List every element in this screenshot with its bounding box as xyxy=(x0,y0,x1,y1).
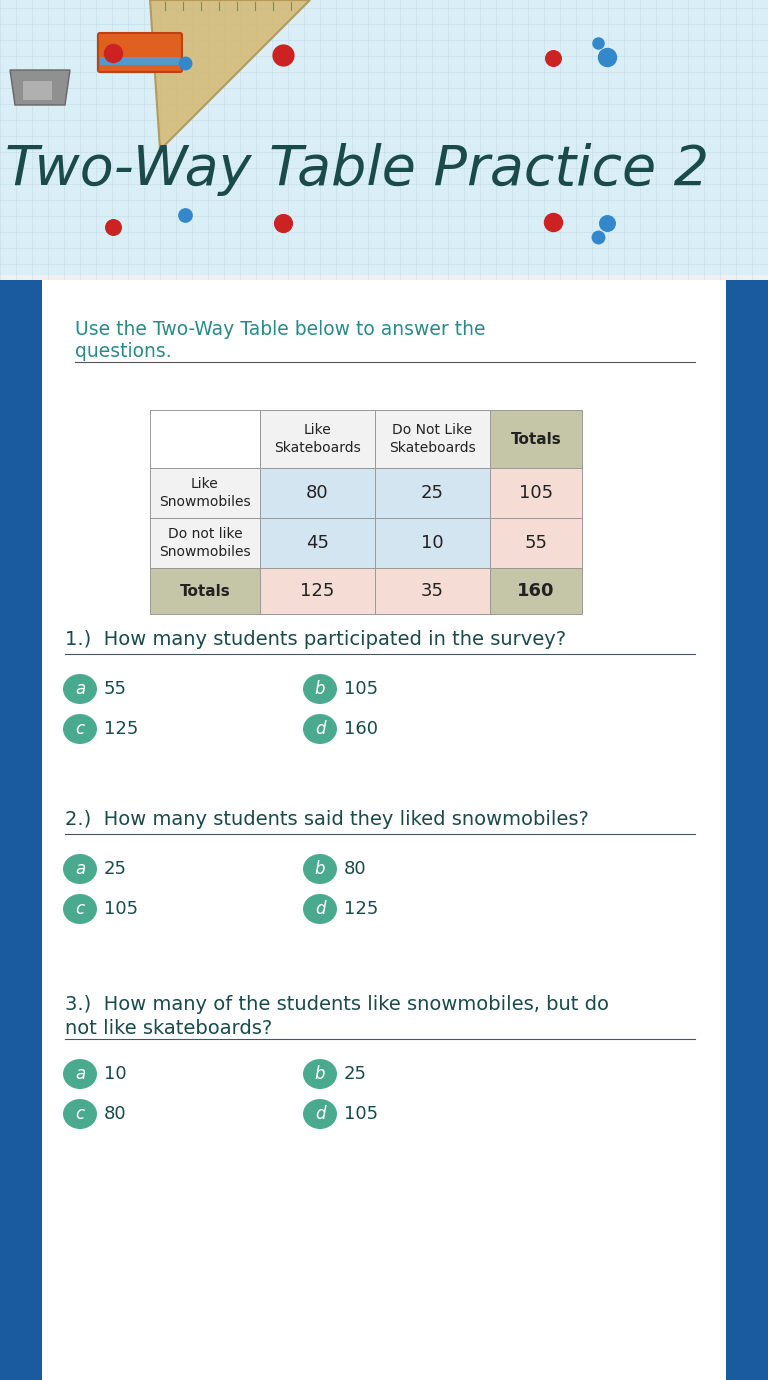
Bar xyxy=(22,80,52,99)
Text: 105: 105 xyxy=(344,1105,378,1123)
Bar xyxy=(260,518,375,569)
Text: Do Not Like
Skateboards: Do Not Like Skateboards xyxy=(389,424,476,454)
Text: a: a xyxy=(74,680,85,698)
Text: c: c xyxy=(75,720,84,738)
Ellipse shape xyxy=(63,1098,97,1129)
Bar xyxy=(490,569,582,614)
Text: 10: 10 xyxy=(104,1065,127,1083)
Bar xyxy=(726,280,768,1380)
Text: 105: 105 xyxy=(519,484,553,502)
Text: 25: 25 xyxy=(421,484,444,502)
Text: b: b xyxy=(315,680,326,698)
Text: 105: 105 xyxy=(344,680,378,698)
Text: 2.)  How many students said they liked snowmobiles?: 2.) How many students said they liked sn… xyxy=(65,810,589,829)
Ellipse shape xyxy=(63,894,97,925)
Text: 3.)  How many of the students like snowmobiles, but do
not like skateboards?: 3.) How many of the students like snowmo… xyxy=(65,995,609,1038)
Bar xyxy=(42,280,726,1380)
Text: b: b xyxy=(315,1065,326,1083)
Text: 80: 80 xyxy=(306,484,329,502)
Text: 35: 35 xyxy=(421,582,444,600)
Bar xyxy=(0,275,768,326)
Bar xyxy=(375,569,490,614)
Text: 25: 25 xyxy=(104,860,127,878)
Ellipse shape xyxy=(303,713,337,744)
Text: Totals: Totals xyxy=(180,584,230,599)
Text: 125: 125 xyxy=(104,720,138,738)
Bar xyxy=(375,468,490,518)
Text: Do not like
Snowmobiles: Do not like Snowmobiles xyxy=(159,527,251,559)
Polygon shape xyxy=(150,0,310,150)
Text: 160: 160 xyxy=(344,720,378,738)
Ellipse shape xyxy=(303,894,337,925)
Ellipse shape xyxy=(63,673,97,704)
Text: Two-Way Table Practice 2: Two-Way Table Practice 2 xyxy=(5,144,709,196)
Text: b: b xyxy=(315,860,326,878)
Text: Like
Snowmobiles: Like Snowmobiles xyxy=(159,477,251,509)
Bar xyxy=(490,518,582,569)
Polygon shape xyxy=(10,70,70,105)
Text: 55: 55 xyxy=(104,680,127,698)
Ellipse shape xyxy=(63,1058,97,1089)
Text: 80: 80 xyxy=(344,860,366,878)
Text: 125: 125 xyxy=(344,900,379,918)
Text: 25: 25 xyxy=(344,1065,367,1083)
Text: Use the Two-Way Table below to answer the: Use the Two-Way Table below to answer th… xyxy=(75,320,485,339)
Text: c: c xyxy=(75,1105,84,1123)
Ellipse shape xyxy=(303,673,337,704)
Text: 55: 55 xyxy=(525,534,548,552)
Bar xyxy=(150,569,260,614)
Ellipse shape xyxy=(303,854,337,885)
Text: 125: 125 xyxy=(300,582,335,600)
Text: d: d xyxy=(315,1105,326,1123)
Text: 1.)  How many students participated in the survey?: 1.) How many students participated in th… xyxy=(65,631,566,649)
Bar xyxy=(0,0,768,280)
Text: Totals: Totals xyxy=(511,432,561,447)
Ellipse shape xyxy=(303,1098,337,1129)
Bar xyxy=(260,569,375,614)
Bar xyxy=(375,518,490,569)
Bar xyxy=(490,468,582,518)
Text: 80: 80 xyxy=(104,1105,127,1123)
Text: c: c xyxy=(75,900,84,918)
Bar xyxy=(375,410,490,468)
Text: 160: 160 xyxy=(518,582,554,600)
Text: 105: 105 xyxy=(104,900,138,918)
Bar xyxy=(150,518,260,569)
Text: a: a xyxy=(74,1065,85,1083)
Text: Like
Skateboards: Like Skateboards xyxy=(274,424,361,454)
Bar xyxy=(0,280,42,1380)
Ellipse shape xyxy=(303,1058,337,1089)
FancyBboxPatch shape xyxy=(98,33,182,72)
Bar xyxy=(100,57,180,65)
Text: d: d xyxy=(315,900,326,918)
Bar xyxy=(150,468,260,518)
Ellipse shape xyxy=(63,713,97,744)
Bar xyxy=(150,410,260,468)
Text: 10: 10 xyxy=(421,534,444,552)
Bar xyxy=(260,468,375,518)
Text: questions.: questions. xyxy=(75,342,171,362)
Bar xyxy=(490,410,582,468)
Text: d: d xyxy=(315,720,326,738)
Bar xyxy=(260,410,375,468)
Text: 45: 45 xyxy=(306,534,329,552)
Text: a: a xyxy=(74,860,85,878)
Ellipse shape xyxy=(63,854,97,885)
